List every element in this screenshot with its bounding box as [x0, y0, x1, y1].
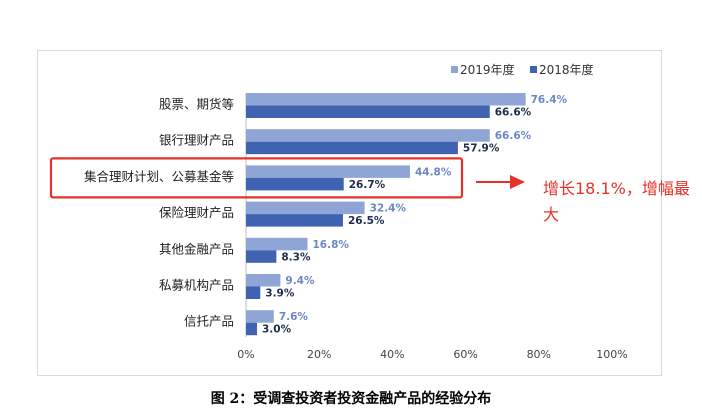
x-tick-label: 100% [596, 348, 627, 361]
bar-2019 [246, 310, 274, 323]
bar-2018 [246, 177, 344, 191]
figure-caption: 图 2：受调查投资者投资金融产品的经验分布 [210, 391, 492, 407]
category-label: 私募机构产品 [159, 278, 234, 293]
bar-2019 [246, 201, 365, 215]
data-label-2018: 26.5% [348, 215, 385, 227]
x-tick-label: 60% [453, 348, 477, 361]
data-label-2019: 32.4% [370, 203, 407, 215]
data-label-2019: 76.4% [531, 94, 568, 106]
bar-2019 [246, 129, 490, 142]
highlight-box [49, 157, 464, 199]
legend-label-2019: 2019年度 [460, 62, 515, 77]
growth-annotation: 增长18.1%，增幅最大 [543, 179, 690, 224]
data-label-2018: 26.7% [349, 179, 386, 191]
x-tick-label: 0% [237, 348, 254, 361]
category-label: 股票、期货等 [159, 97, 234, 112]
legend-label-2018: 2018年度 [539, 62, 594, 77]
bar-2018 [246, 250, 277, 263]
x-tick-label: 40% [380, 348, 404, 361]
bar-2018 [246, 141, 458, 155]
bar-2019 [246, 93, 526, 106]
bar-2019 [246, 274, 281, 287]
bar-2018 [246, 214, 343, 227]
data-label-2018: 8.3% [281, 251, 311, 263]
data-label-2019: 7.6% [279, 311, 309, 323]
data-label-2018: 66.6% [495, 107, 532, 119]
bar-2018 [246, 105, 490, 118]
category-label: 其他金融产品 [159, 241, 234, 256]
data-label-2019: 44.8% [415, 166, 452, 178]
arrow-head-icon [510, 175, 525, 189]
data-label-2019: 16.8% [312, 239, 349, 251]
bar-2019 [246, 237, 308, 251]
category-label: 保险理财产品 [159, 205, 234, 220]
data-label-2019: 66.6% [495, 130, 532, 142]
data-label-2018: 3.0% [262, 324, 292, 336]
legend-swatch-2019 [451, 66, 458, 73]
category-label: 集合理财计划、公募基金等 [84, 169, 234, 184]
category-label: 信托产品 [184, 314, 234, 329]
bar-2018 [246, 322, 257, 336]
x-tick-label: 80% [527, 348, 551, 361]
data-label-2018: 57.9% [463, 143, 500, 155]
category-label: 银行理财产品 [159, 133, 234, 148]
bar-2018 [246, 286, 261, 299]
legend-swatch-2018 [530, 66, 537, 73]
x-tick-label: 20% [307, 348, 331, 361]
data-label-2019: 9.4% [285, 275, 315, 287]
bar-2019 [246, 165, 410, 178]
data-label-2018: 3.9% [265, 288, 295, 300]
